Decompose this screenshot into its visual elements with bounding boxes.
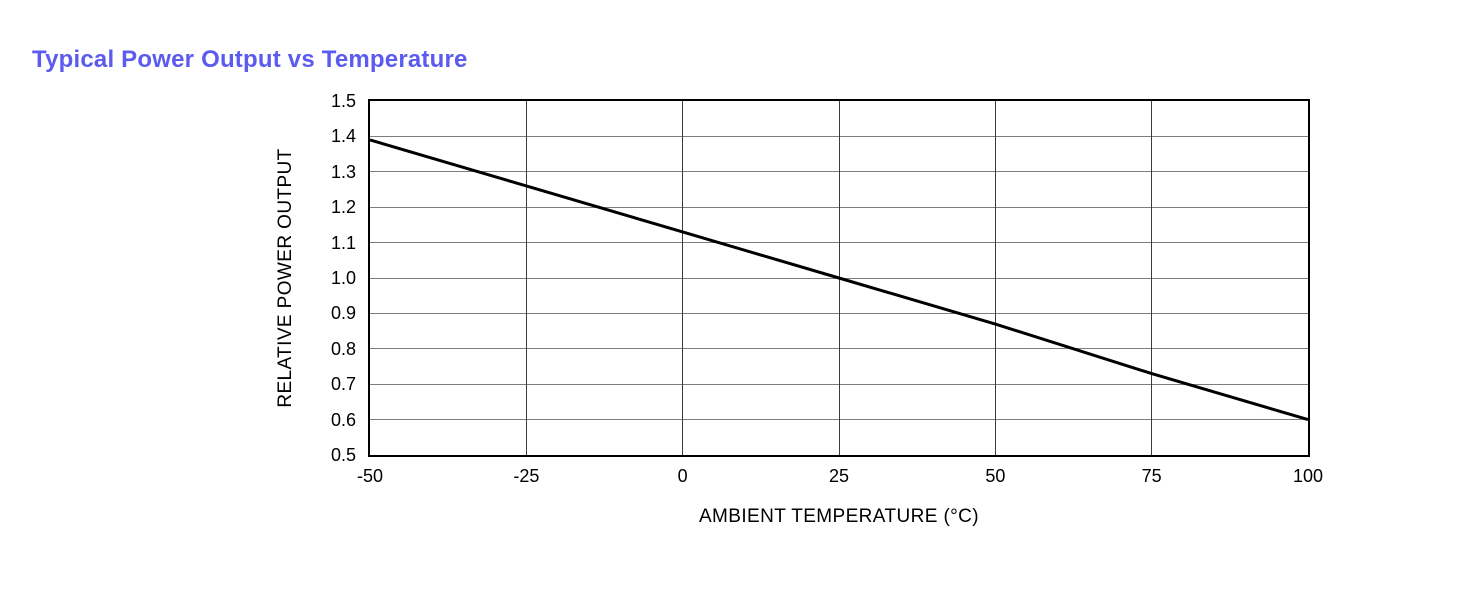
- page-title: Typical Power Output vs Temperature: [32, 46, 468, 73]
- y-tick-label: 1.4: [330, 126, 356, 147]
- v-gridline: [682, 101, 684, 455]
- x-tick-label: -50: [356, 466, 384, 486]
- y-tick-label: 0.6: [330, 409, 356, 430]
- y-tick-label: 0.5: [330, 445, 356, 465]
- y-axis-title: RELATIVE POWER OUTPUT: [275, 148, 296, 408]
- y-tick-label: 1.3: [330, 161, 356, 182]
- y-tick-label: 0.9: [330, 303, 356, 324]
- data-line-layer: [369, 138, 1309, 422]
- x-tick-label: -25: [513, 466, 540, 486]
- y-tick-label: 0.8: [330, 338, 356, 359]
- data-line: [369, 138, 1309, 422]
- v-gridline: [994, 101, 996, 455]
- y-tick-label: 1.2: [330, 197, 356, 218]
- plot-area: [368, 99, 1310, 457]
- y-tick-label: 1.5: [330, 91, 356, 111]
- y-tick-label: 1.0: [330, 268, 356, 288]
- x-tick-label: 50: [985, 466, 1006, 486]
- y-tick-label: 1.1: [330, 232, 356, 253]
- x-axis-title: AMBIENT TEMPERATURE (°C): [698, 506, 980, 527]
- v-gridline: [1151, 101, 1153, 455]
- x-tick-label: 100: [1292, 466, 1324, 486]
- v-gridline: [525, 101, 527, 455]
- x-tick-label: 25: [828, 466, 850, 486]
- x-tick-label: 0: [677, 466, 688, 486]
- x-tick-label: 75: [1141, 466, 1162, 486]
- y-tick-label: 0.7: [330, 374, 356, 395]
